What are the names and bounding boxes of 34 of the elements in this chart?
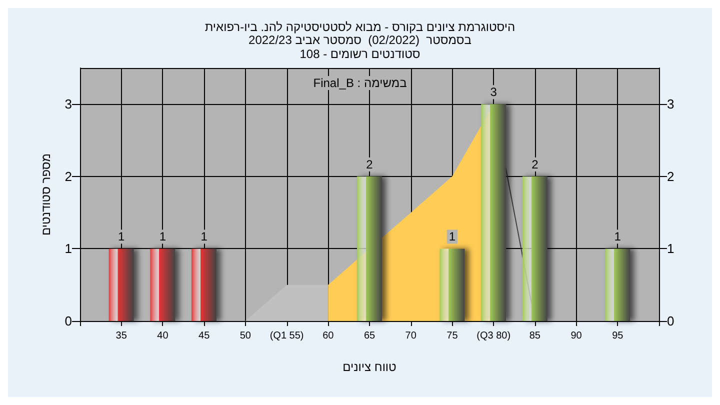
data-label: 1: [448, 230, 456, 244]
x-tick-label: (Q1 55): [270, 330, 304, 342]
data-label: 3: [490, 85, 498, 100]
x-tick-label: 70: [405, 330, 417, 342]
x-tick-label: 85: [529, 330, 541, 342]
x-tick-label: (Q3 80): [476, 330, 511, 342]
y2-tick-label: 3: [667, 96, 674, 112]
y2-tick-label: 0: [667, 314, 674, 328]
x-tick-label: 45: [198, 330, 210, 342]
chart-subtitle: בסמסטר (02/2022) סמסטר אביב 2022/23 סטודנטים רשומים - 108: [248, 33, 472, 61]
y-tick-label: 1: [64, 241, 72, 256]
data-label: 2: [366, 157, 374, 172]
y-tick-label: 2: [64, 168, 72, 184]
y2-tick-label: 1: [667, 241, 674, 256]
annotation: Final_B : במשימה: [313, 76, 407, 90]
y-axis-title: מספר סטודנטים: [39, 153, 53, 236]
x-axis-title: טווח ציונים: [342, 360, 397, 374]
data-label: 1: [200, 230, 208, 244]
x-tick-label: 95: [612, 330, 624, 342]
x-tick-label: 50: [240, 330, 252, 342]
y-tick-label: 3: [64, 96, 72, 112]
data-label: 1: [614, 230, 622, 244]
chart-title: היסטוגרמת ציונים בקורס - מבוא לסטטיסטיקה להנ. ביו-רפואית: [204, 20, 516, 34]
x-tick-label: 65: [364, 330, 376, 342]
data-label: 2: [532, 157, 539, 172]
x-tick-label: 75: [446, 330, 458, 342]
x-tick-label: 60: [322, 330, 334, 342]
x-tick-label: 35: [116, 330, 128, 342]
y2-tick-label: 2: [667, 168, 674, 184]
data-label: 1: [118, 230, 126, 244]
x-tick-label: 90: [570, 330, 582, 342]
x-tick-label: 40: [157, 330, 169, 342]
y-tick-label: 0: [64, 314, 72, 328]
data-label: 1: [159, 230, 166, 244]
